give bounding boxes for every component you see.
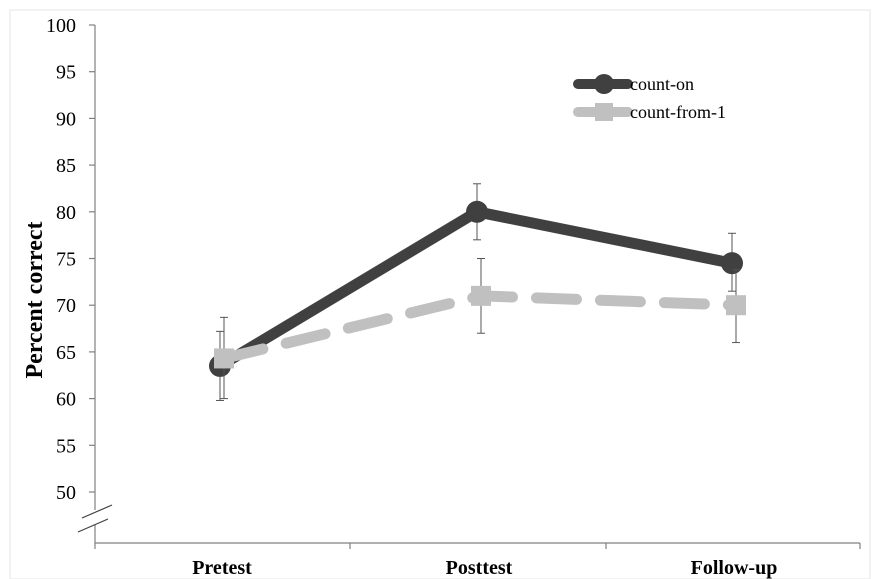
axis-break-mark [81,504,113,519]
y-tick-label: 55 [56,435,76,457]
y-axis-title: Percent correct [22,221,48,378]
y-tick-label: 75 [56,249,76,271]
legend-label: count-on [630,74,694,94]
x-category-label: Follow-up [691,557,778,579]
legend: count-on count-from-1 [573,74,726,122]
x-axis: Pretest Posttest Follow-up [94,542,861,579]
data-point [471,285,491,306]
y-tick-label: 70 [56,295,76,317]
data-point [214,348,234,369]
chart-frame [9,9,871,579]
y-axis: 50 55 60 65 70 75 80 85 90 95 100 [46,15,113,543]
x-category-label: Pretest [192,557,252,579]
legend-marker [595,103,613,121]
axis-break-mark [77,518,109,533]
y-tick-label: 100 [46,15,76,37]
y-tick-label: 60 [56,389,76,411]
y-tick-label: 65 [56,342,76,364]
data-point [721,252,743,275]
y-tick-label: 50 [56,482,76,504]
y-tick-label: 90 [56,108,76,130]
x-category-label: Posttest [446,557,513,579]
series-count-from-1 [214,258,746,400]
y-tick-label: 80 [56,202,76,224]
y-tick-label: 85 [56,155,76,177]
series-layer [209,183,746,401]
legend-marker [594,74,614,94]
legend-label: count-from-1 [630,102,726,122]
y-tick-label: 95 [56,62,76,84]
data-point [466,200,488,223]
data-point [726,295,746,316]
